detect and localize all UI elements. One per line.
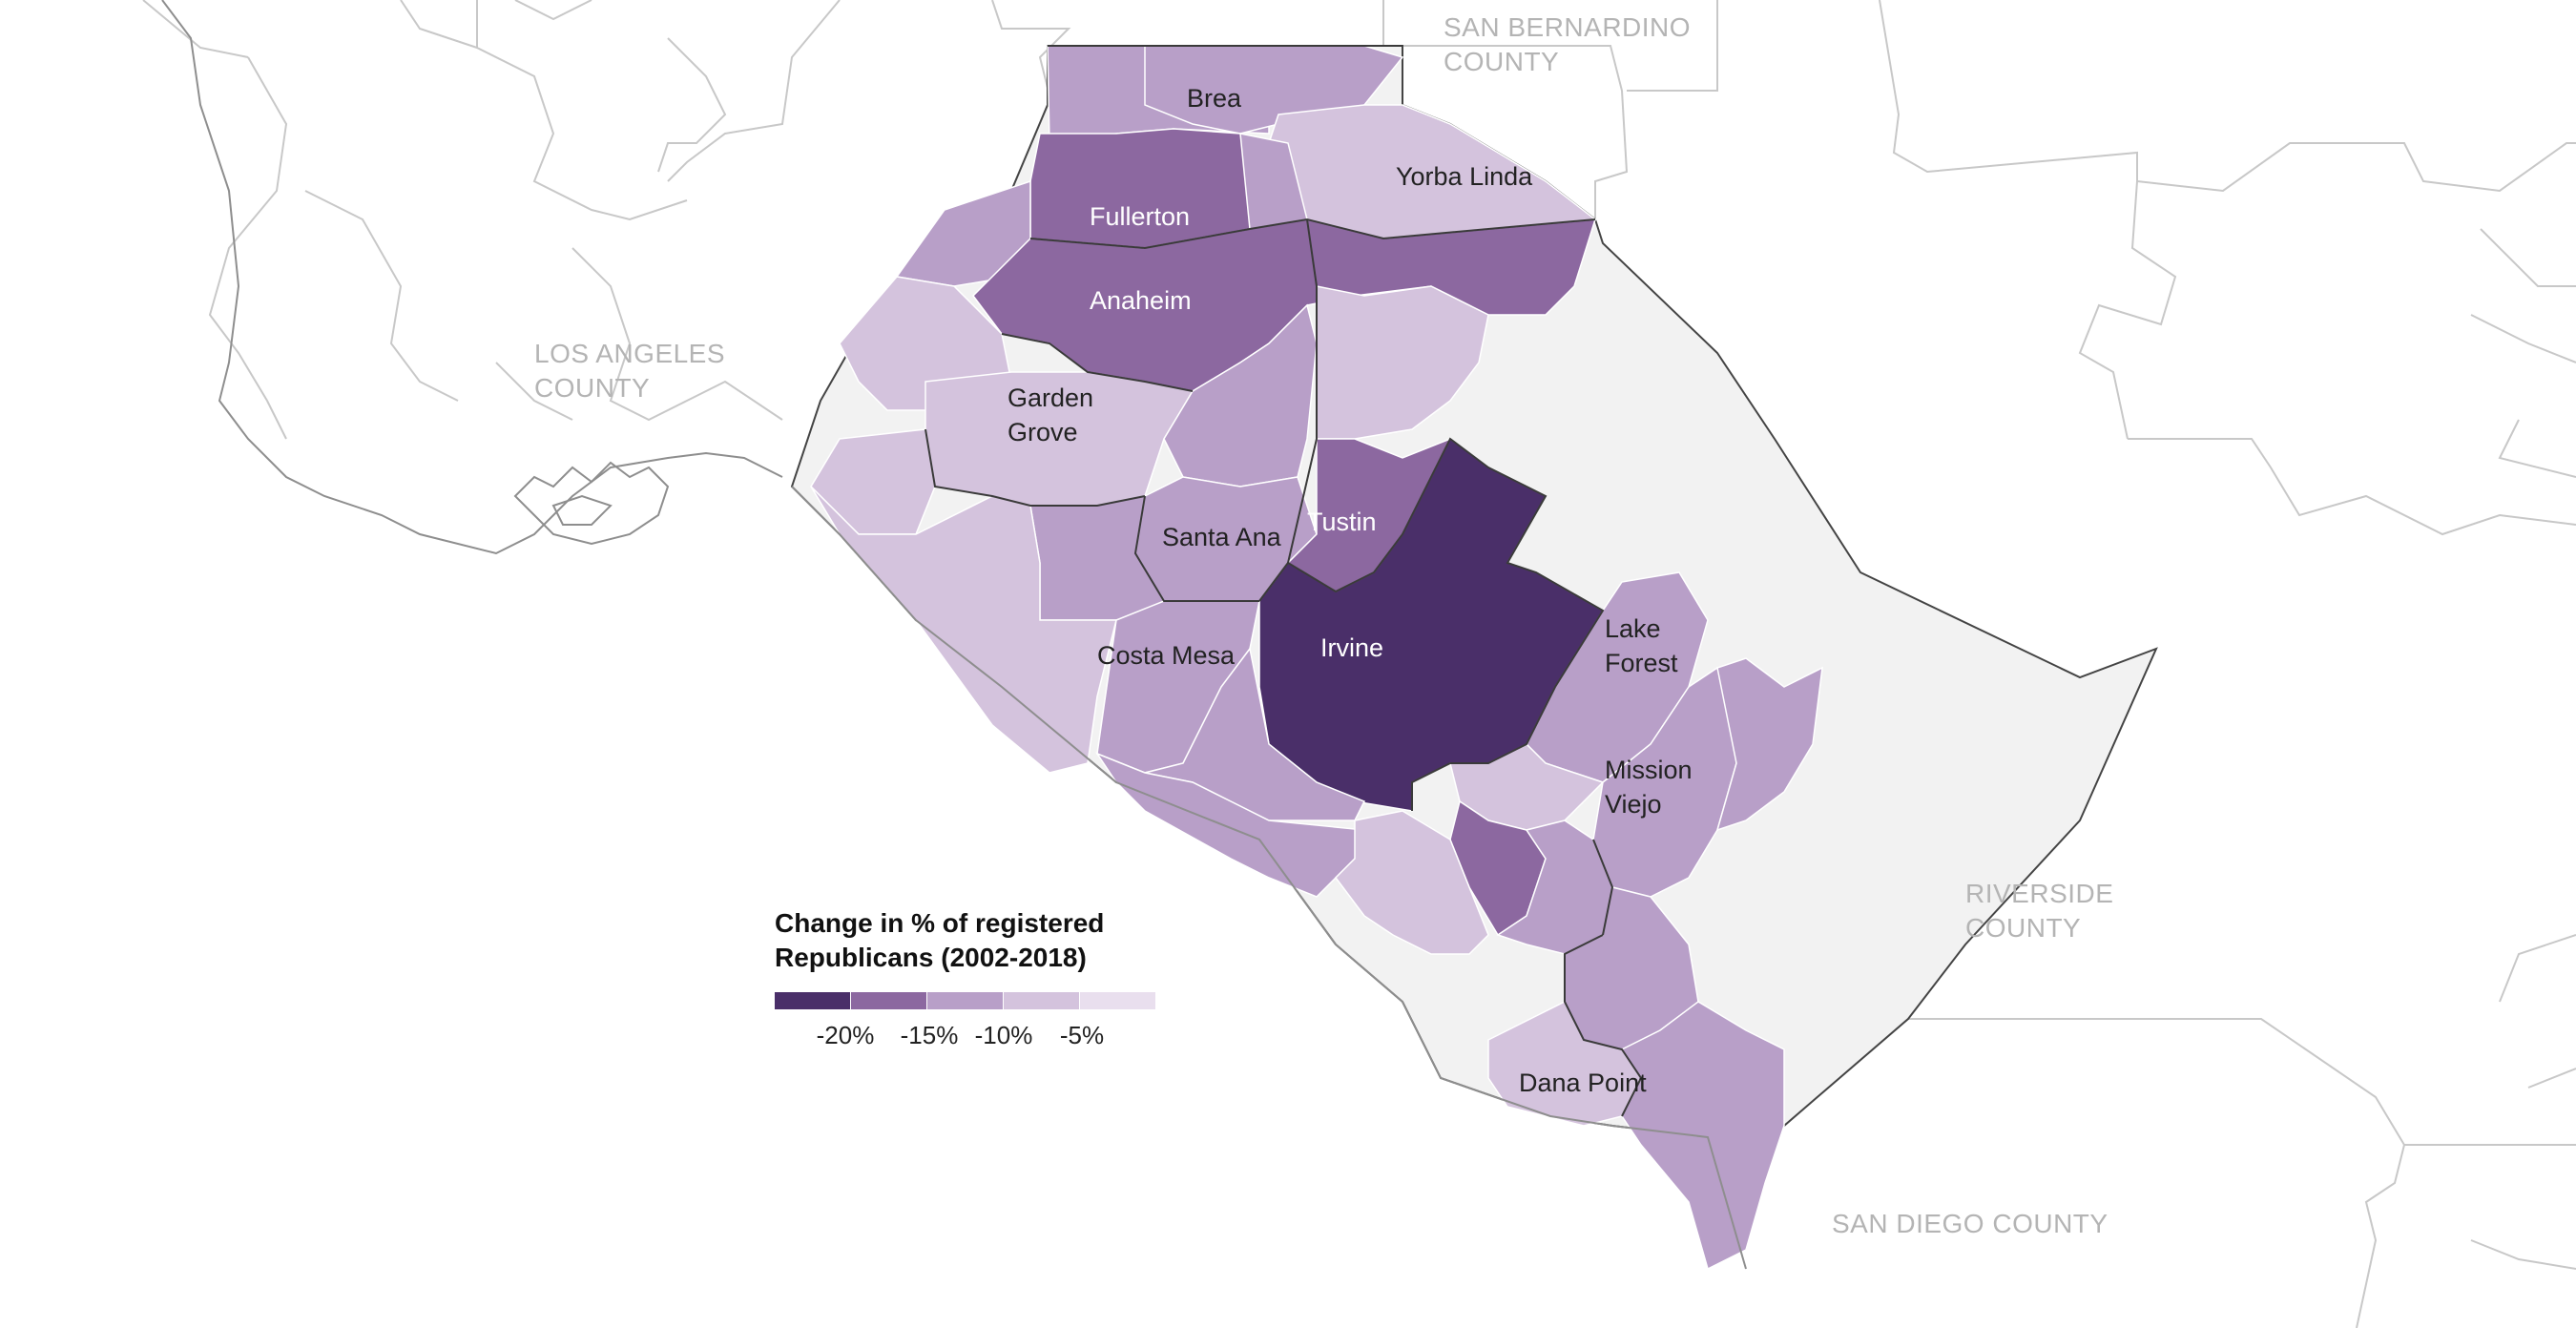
region-laguna-beach [1335, 810, 1489, 955]
legend-tick: -10% [974, 1021, 1033, 1049]
legend-swatches [775, 992, 1195, 1009]
city-regions [810, 45, 1823, 1271]
legend-swatch-3 [927, 992, 1003, 1009]
legend-tick: -20% [816, 1021, 875, 1049]
los-angeles-county-label-line2: COUNTY [534, 373, 650, 403]
region-orange [1163, 303, 1318, 488]
garden-grove-label-line2: Grove [1008, 418, 1078, 446]
san-bernardino-county-label: SAN BERNARDINO [1444, 12, 1691, 42]
mission-viejo-label-line2: Viejo [1605, 790, 1662, 819]
legend: Change in % of registered Republicans (2… [775, 906, 1195, 1055]
lake-forest-label: Lake [1605, 614, 1661, 643]
san-diego-county-label: SAN DIEGO COUNTY [1832, 1209, 2109, 1238]
los-angeles-county-label: LOS ANGELES [534, 339, 725, 368]
tustin-label: Tustin [1307, 508, 1377, 536]
city-boundary-lines [924, 45, 1643, 1117]
irvine-label: Irvine [1320, 633, 1383, 662]
legend-swatch-1 [775, 992, 850, 1009]
brea-label: Brea [1187, 84, 1242, 113]
anaheim-label: Anaheim [1090, 286, 1192, 315]
city-labels: Brea Yorba Linda Fullerton Anaheim Garde… [1008, 84, 1693, 1097]
costa-mesa-label: Costa Mesa [1097, 641, 1236, 670]
la-coastline [161, 0, 783, 555]
oc-coastline [791, 486, 1747, 1270]
region-san-clemente [1620, 1001, 1785, 1271]
dana-point-label: Dana Point [1519, 1069, 1647, 1097]
yorba-linda-label: Yorba Linda [1396, 162, 1533, 191]
legend-tick: -5% [1059, 1021, 1105, 1049]
legend-tick: -15% [900, 1021, 959, 1049]
fullerton-label: Fullerton [1090, 202, 1190, 231]
legend-swatch-2 [851, 992, 926, 1009]
riverside-county-label-line2: COUNTY [1965, 913, 2081, 943]
riverside-county-label: RIVERSIDE [1965, 879, 2113, 908]
county-labels: SAN BERNARDINO COUNTY LOS ANGELES COUNTY… [534, 12, 2113, 1238]
mission-viejo-label: Mission [1605, 756, 1693, 784]
neighbor-county-boundaries [142, 0, 2576, 1328]
santa-ana-label: Santa Ana [1162, 523, 1282, 551]
lake-forest-label-line2: Forest [1605, 649, 1678, 677]
legend-title: Change in % of registered Republicans (2… [775, 908, 1105, 972]
legend-swatch-4 [1004, 992, 1079, 1009]
san-bernardino-county-label-line2: COUNTY [1444, 47, 1559, 76]
region-rancho-santa-margarita [1715, 657, 1823, 832]
legend-swatch-5 [1080, 992, 1155, 1009]
garden-grove-label: Garden [1008, 384, 1093, 412]
legend-ticks: -20% -15% -10% -5% [775, 1021, 1195, 1055]
